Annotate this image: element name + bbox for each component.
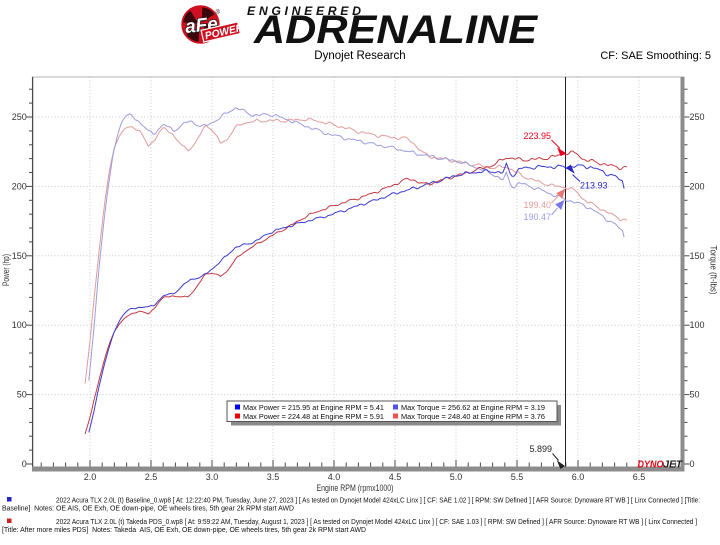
svg-text:50: 50 [17, 390, 27, 400]
svg-text:0: 0 [22, 459, 27, 469]
svg-text:3.0: 3.0 [206, 472, 219, 482]
svg-text:100: 100 [12, 320, 27, 330]
svg-text:4.5: 4.5 [389, 472, 402, 482]
svg-text:199.40: 199.40 [523, 200, 551, 210]
svg-text:5.0: 5.0 [450, 472, 463, 482]
svg-text:DYNO: DYNO [638, 460, 664, 471]
svg-text:Torque (ft-lbs): Torque (ft-lbs) [709, 246, 719, 295]
svg-text:Power (hp): Power (hp) [1, 254, 11, 286]
svg-text:4.0: 4.0 [328, 472, 341, 482]
svg-text:100: 100 [690, 320, 705, 330]
svg-text:Baseline] Notes: OE AIS, OE E: Baseline] Notes: OE AIS, OE Exh, OE down… [2, 506, 294, 513]
svg-text:ADRENALINE: ADRENALINE [253, 8, 538, 50]
svg-text:2022 Acura TLX 2.0L (t) Baseli: 2022 Acura TLX 2.0L (t) Baseline_0.wp8 [… [56, 498, 700, 505]
svg-text:JET: JET [664, 460, 683, 471]
svg-text:®: ® [216, 9, 221, 16]
svg-text:[Title: After more miles PDS]: [Title: After more miles PDS] Notes: Tak… [2, 527, 366, 534]
svg-text:190.47: 190.47 [523, 212, 551, 222]
svg-text:ENGINEERED: ENGINEERED [247, 4, 361, 18]
svg-text:50: 50 [690, 390, 700, 400]
svg-text:Max Torque = 256.62 at Engine: Max Torque = 256.62 at Engine RPM = 3.19 [401, 403, 545, 412]
svg-text:Engine RPM (rpmx1000): Engine RPM (rpmx1000) [317, 483, 394, 493]
svg-text:Max Torque = 248.40 at Engine: Max Torque = 248.40 at Engine RPM = 3.76 [401, 412, 545, 421]
svg-text:2.5: 2.5 [145, 472, 158, 482]
svg-text:6.5: 6.5 [633, 472, 646, 482]
svg-text:213.93: 213.93 [580, 181, 608, 191]
svg-text:Max Power = 215.95 at Engine R: Max Power = 215.95 at Engine RPM = 5.41 [243, 403, 384, 412]
svg-text:3.5: 3.5 [267, 472, 280, 482]
svg-text:150: 150 [12, 251, 27, 261]
svg-text:223.95: 223.95 [523, 131, 551, 141]
svg-text:2022 Acura TLX 2.0L (t) Takeda: 2022 Acura TLX 2.0L (t) Takeda PDS_0.wp8… [56, 519, 697, 526]
svg-text:6.0: 6.0 [572, 472, 585, 482]
svg-text:150: 150 [690, 251, 705, 261]
svg-text:200: 200 [690, 181, 705, 191]
svg-text:5.5: 5.5 [511, 472, 524, 482]
svg-text:0: 0 [690, 459, 695, 469]
svg-text:250: 250 [690, 112, 705, 122]
svg-text:5.899: 5.899 [529, 444, 552, 454]
svg-text:2.0: 2.0 [84, 472, 97, 482]
svg-text:200: 200 [12, 181, 27, 191]
svg-text:Max Power = 224.48 at Engine R: Max Power = 224.48 at Engine RPM = 5.91 [243, 412, 384, 421]
svg-text:250: 250 [12, 112, 27, 122]
